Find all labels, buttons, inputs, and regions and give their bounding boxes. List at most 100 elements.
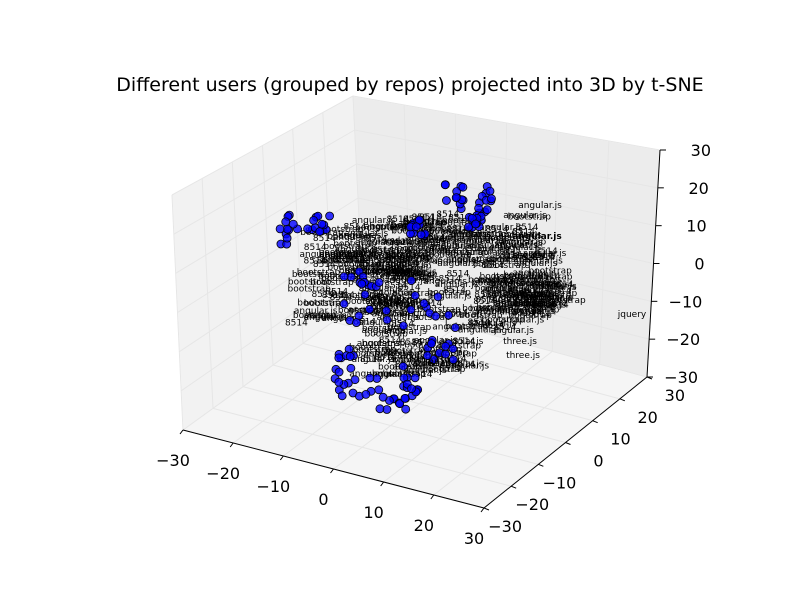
- cluster-label: angular.js: [404, 217, 448, 227]
- cluster-label: 8514: [531, 293, 554, 303]
- cluster-label: 8514: [538, 272, 561, 282]
- cluster-label: 8514: [410, 370, 433, 380]
- cluster-label: angular.js: [440, 337, 484, 347]
- data-point: [448, 344, 458, 354]
- cluster-label: angular.js: [363, 256, 407, 266]
- cluster-label: angular.js: [304, 313, 348, 323]
- cluster-label: 8514: [332, 291, 355, 301]
- cluster-label: angular.js: [491, 282, 535, 292]
- cluster-label: 8514: [407, 255, 430, 265]
- cluster-label: angular.js: [392, 363, 436, 373]
- cluster-label: angular.js: [441, 241, 485, 251]
- cluster-label: 8514: [531, 303, 554, 313]
- cluster-label: bootstrap: [438, 342, 482, 352]
- cluster-label: bootstrap: [503, 238, 547, 248]
- cluster-label: 8514: [532, 253, 555, 263]
- cluster-label: 8514: [446, 225, 469, 235]
- cluster-label: bootstrap: [293, 311, 337, 321]
- cluster-label: 8514: [375, 348, 398, 358]
- cluster-label: 8514: [388, 267, 411, 277]
- data-point: [325, 211, 335, 221]
- cluster-label: bootstrap: [516, 306, 560, 316]
- y-tick-label: −20: [515, 495, 549, 514]
- cluster-label: bootstrap: [347, 271, 391, 281]
- cluster-label: angular.js: [448, 230, 492, 240]
- cluster-label: 8514: [367, 303, 390, 313]
- cluster-label: bootstrap: [466, 230, 510, 240]
- cluster-label: bootstrap: [462, 304, 506, 314]
- cluster-label: 8514: [380, 257, 403, 267]
- cluster-label: bootstrap: [362, 324, 406, 334]
- cluster-label: angular.js: [513, 268, 557, 278]
- cluster-label: bootstrap: [407, 313, 451, 323]
- cluster-label: 8514: [361, 289, 384, 299]
- cluster-label: bootstrap: [378, 301, 422, 311]
- cluster-label: bootstrap: [508, 311, 552, 321]
- data-point: [410, 373, 420, 383]
- data-point: [375, 404, 385, 414]
- x-tick: [330, 468, 334, 474]
- cluster-label: bootstrap: [297, 268, 341, 278]
- cluster-label: 8514: [412, 339, 435, 349]
- cluster-label: bootstrap: [372, 266, 416, 276]
- x-tick: [380, 481, 385, 487]
- cluster-label: bootstrap: [390, 297, 434, 307]
- cluster-label: 8514: [486, 290, 509, 300]
- cluster-label: bootstrap: [388, 261, 432, 271]
- cluster-label: bootstrap: [292, 270, 336, 280]
- cluster-label: bootstrap: [404, 246, 448, 256]
- cluster-label: bootstrap: [323, 242, 367, 252]
- annotation-label: 8514: [312, 290, 335, 300]
- annotation-label: angular.js: [498, 231, 542, 241]
- cluster-label: angular.js: [383, 327, 427, 337]
- cluster-label: bootstrap: [393, 356, 437, 366]
- data-point: [303, 224, 313, 234]
- cluster-label: angular.js: [477, 306, 521, 316]
- cluster-label: angular.js: [475, 276, 519, 286]
- grid-line: [352, 95, 364, 301]
- cluster-label: 8514: [533, 278, 556, 288]
- grid-line: [332, 321, 620, 400]
- cluster-label: angular.js: [490, 326, 534, 336]
- cluster-label: bootstrap: [385, 346, 429, 356]
- cluster-label: angular.js: [371, 300, 415, 310]
- cluster-label: 8514: [473, 297, 496, 307]
- cluster-label: bootstrap: [428, 250, 472, 260]
- cluster-label: 8514: [403, 269, 426, 279]
- cluster-label: angular.js: [488, 289, 532, 299]
- cluster-label: 8514: [522, 253, 545, 263]
- annotation-label: angular.js: [512, 232, 562, 242]
- cluster-label: bootstrap: [288, 278, 332, 288]
- cluster-label: angular.js: [489, 293, 533, 303]
- cluster-label: bootstrap: [527, 293, 571, 303]
- cluster-label: angular.js: [417, 226, 461, 236]
- cluster-label: angular.js: [367, 370, 411, 380]
- cluster-label: bootstrap: [327, 232, 371, 242]
- data-point: [309, 215, 319, 225]
- cluster-label: angular.js: [498, 243, 542, 253]
- annotation-label: bootstrap: [310, 278, 354, 288]
- cluster-label: 8514: [410, 358, 433, 368]
- cluster-label: angular.js: [479, 223, 523, 233]
- data-point: [458, 182, 468, 192]
- cluster-label: 8514: [353, 317, 376, 327]
- tick-labels: −30 −30 −30 −20 −20 −20 −10 −10 −10 0 0 0 10 10 10 20 20…: [156, 141, 711, 548]
- chart-title: Different users (grouped by repos) proje…: [116, 74, 703, 96]
- cluster-label: bootstrap: [430, 225, 474, 235]
- cluster-label: angular.js: [514, 300, 558, 310]
- z-tick-label: −30: [664, 368, 698, 387]
- cluster-label: bootstrap: [451, 230, 495, 240]
- data-point: [433, 292, 443, 302]
- cluster-label: 8514: [358, 260, 381, 270]
- cluster-label: angular.js: [439, 234, 483, 244]
- cluster-label: 8514: [475, 296, 498, 306]
- cluster-label: angular.js: [458, 326, 502, 336]
- cluster-label: bootstrap: [388, 253, 432, 263]
- cluster-label: angular.js: [437, 259, 481, 269]
- cluster-label: angular.js: [355, 293, 399, 303]
- cluster-label: bootstrap: [523, 299, 567, 309]
- cluster-label: 8514: [400, 338, 423, 348]
- x-tick: [279, 455, 284, 461]
- data-point: [339, 299, 349, 309]
